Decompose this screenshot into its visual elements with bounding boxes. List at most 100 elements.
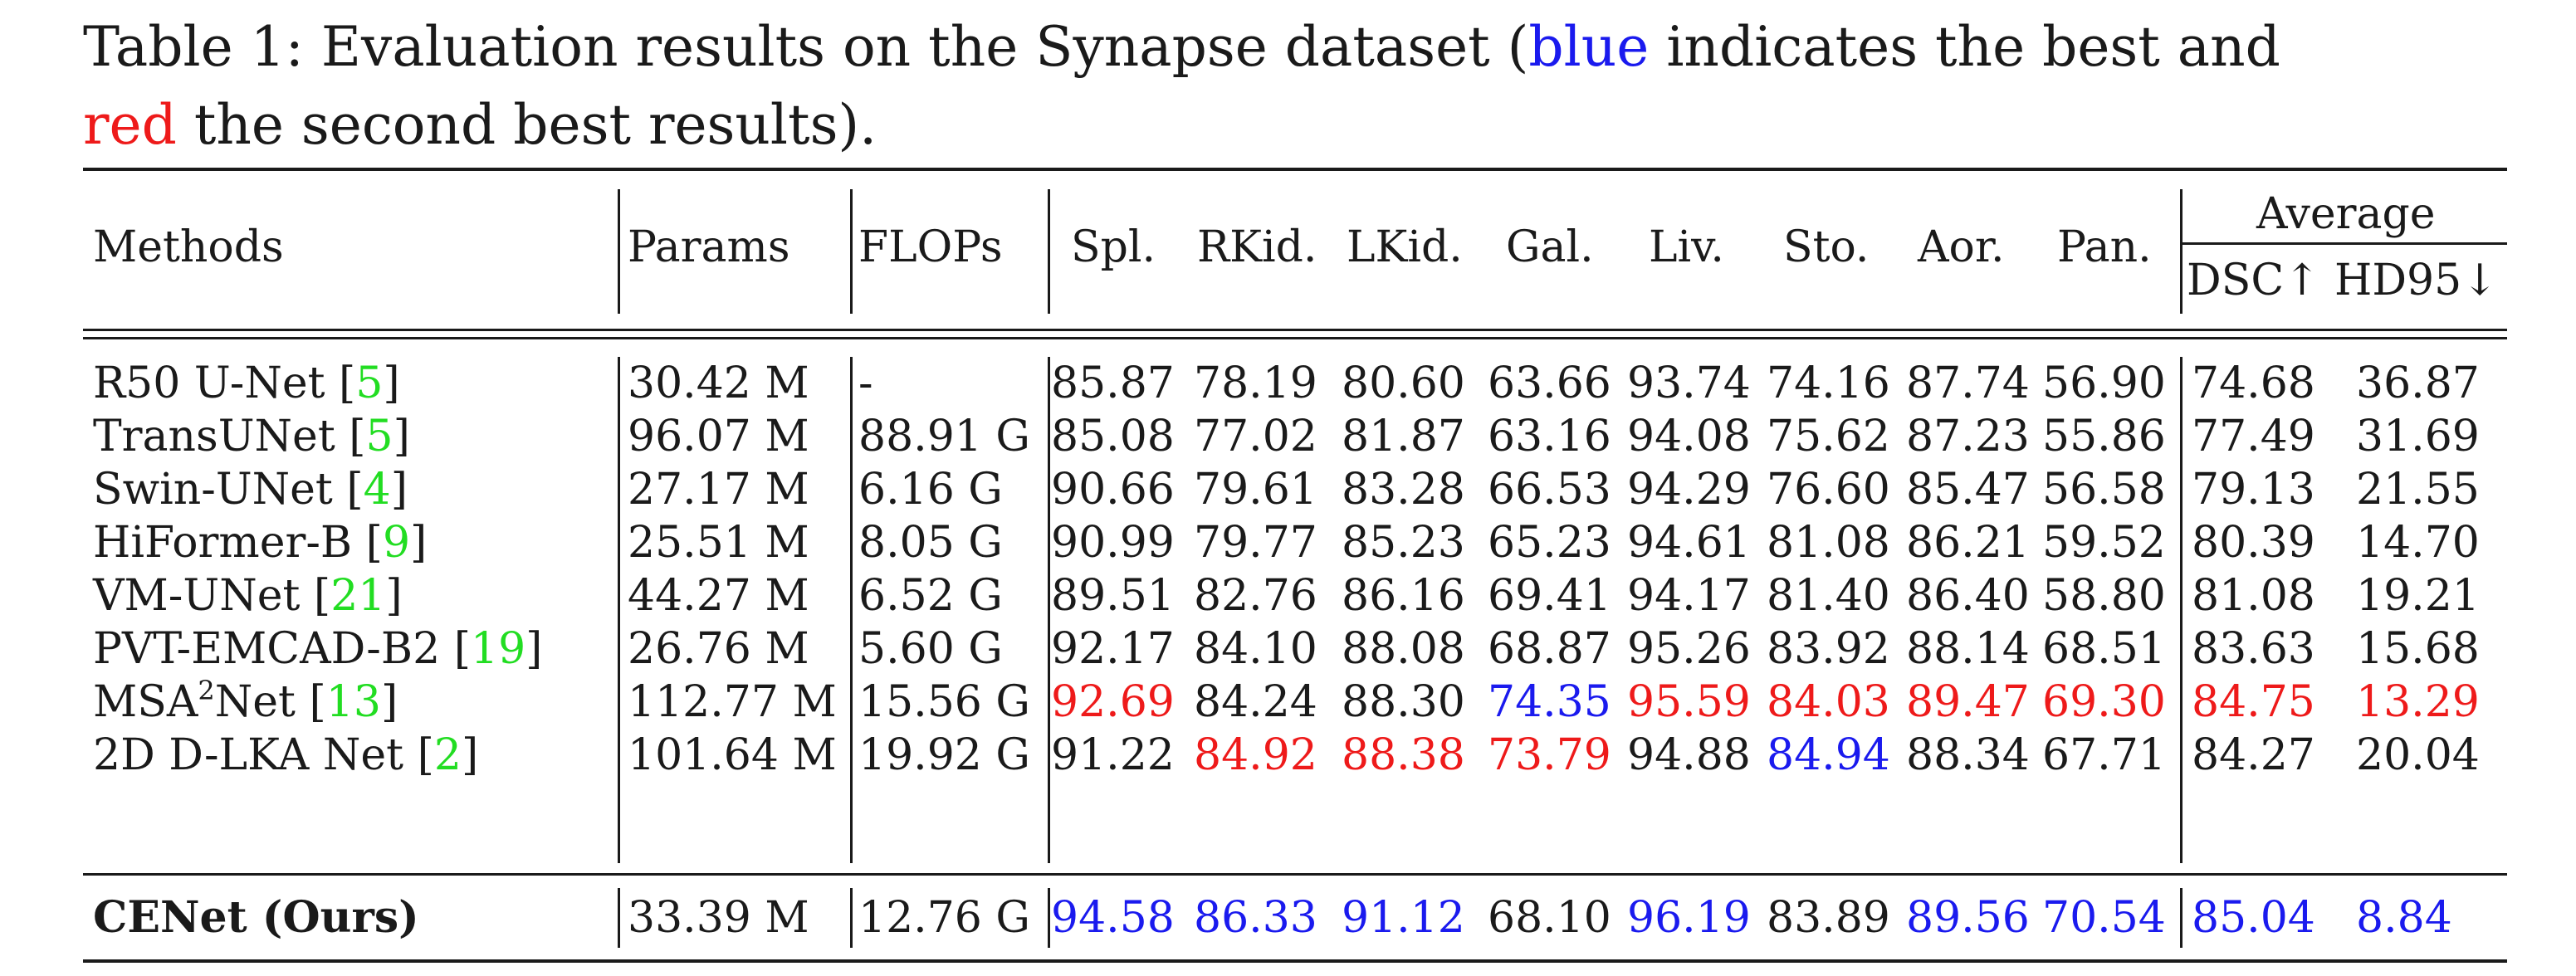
metric-value: 79.77 xyxy=(1194,518,1317,568)
divider-params-body xyxy=(850,357,853,863)
cite-bracket-close: ] xyxy=(393,412,410,461)
cite-bracket-open: [ xyxy=(352,518,383,568)
flops-value: 6.16 G xyxy=(858,465,1003,515)
metric-value: 81.40 xyxy=(1767,571,1890,621)
citation-link[interactable]: 5 xyxy=(365,412,393,461)
metric-value: 83.28 xyxy=(1342,465,1465,515)
metric-value: 21.55 xyxy=(2356,465,2480,515)
cite-bracket-close: ] xyxy=(461,730,479,780)
metric-value: 85.47 xyxy=(1906,465,2030,515)
header-double-rule-1 xyxy=(83,329,2507,331)
metric-value: 83.92 xyxy=(1767,624,1890,674)
metric-value: 56.58 xyxy=(2042,465,2166,515)
header-rkid: RKid. xyxy=(1197,222,1317,272)
cite-bracket-close: ] xyxy=(390,465,408,515)
metric-value: 81.08 xyxy=(2192,571,2315,621)
ours-metric-value: 8.84 xyxy=(2356,893,2452,943)
flops-value: 6.52 G xyxy=(858,571,1003,621)
header-params: Params xyxy=(628,222,790,272)
citation-link[interactable]: 4 xyxy=(363,465,391,515)
metric-value: 88.14 xyxy=(1906,624,2030,674)
header-double-rule-2 xyxy=(83,337,2507,339)
metric-value: 92.69 xyxy=(1051,677,1175,727)
metric-value: 78.19 xyxy=(1194,359,1317,408)
method-name: R50 U-Net [5] xyxy=(93,359,400,408)
method-name-text: VM-UNet xyxy=(93,571,301,621)
metric-value: 19.21 xyxy=(2356,571,2480,621)
ours-metric-value: 86.33 xyxy=(1194,893,1317,943)
metric-value: 68.87 xyxy=(1488,624,1611,674)
metric-value: 84.10 xyxy=(1194,624,1317,674)
divider-params xyxy=(850,189,853,314)
metric-value: 92.17 xyxy=(1051,624,1175,674)
params-value: 30.42 M xyxy=(628,359,809,408)
cite-bracket-open: [ xyxy=(440,624,471,674)
method-name: HiFormer-B [9] xyxy=(93,518,427,568)
metric-value: 59.52 xyxy=(2042,518,2166,568)
top-rule xyxy=(83,168,2507,171)
citation-link[interactable]: 5 xyxy=(355,359,384,408)
citation-link[interactable]: 9 xyxy=(382,518,411,568)
method-name: TransUNet [5] xyxy=(93,412,410,461)
metric-value: 74.16 xyxy=(1767,359,1890,408)
metric-value: 94.29 xyxy=(1627,465,1751,515)
metric-value: 80.39 xyxy=(2192,518,2315,568)
citation-link[interactable]: 2 xyxy=(433,730,462,780)
metric-value: 79.13 xyxy=(2192,465,2315,515)
header-hd95: HD95↓ xyxy=(2334,256,2498,305)
ours-params-value: 33.39 M xyxy=(628,893,809,943)
metric-value: 85.87 xyxy=(1051,359,1175,408)
method-name: MSA2Net [13] xyxy=(93,677,398,727)
divider-average xyxy=(2180,189,2183,314)
params-value: 26.76 M xyxy=(628,624,809,674)
citation-link[interactable]: 19 xyxy=(471,624,526,674)
metric-value: 88.34 xyxy=(1906,730,2030,780)
metric-value: 73.79 xyxy=(1488,730,1611,780)
ours-metric-value: 83.89 xyxy=(1767,893,1890,943)
metric-value: 84.24 xyxy=(1194,677,1317,727)
params-value: 44.27 M xyxy=(628,571,809,621)
ours-flops-value: 12.76 G xyxy=(858,893,1030,943)
divider-flops xyxy=(1048,189,1050,314)
flops-value: 8.05 G xyxy=(858,518,1003,568)
citation-link[interactable]: 13 xyxy=(325,677,381,727)
metric-value: 31.69 xyxy=(2356,412,2480,461)
metric-value: 86.21 xyxy=(1906,518,2030,568)
caption-text-2: indicates the best and xyxy=(1649,15,2280,79)
citation-link[interactable]: 21 xyxy=(330,571,386,621)
metric-value: 84.03 xyxy=(1767,677,1890,727)
divider-average-ours xyxy=(2180,888,2183,948)
metric-value: 15.68 xyxy=(2356,624,2480,674)
metric-value: 20.04 xyxy=(2356,730,2480,780)
header-aor: Aor. xyxy=(1918,222,2005,272)
header-lkid: LKid. xyxy=(1347,222,1463,272)
header-gal: Gal. xyxy=(1506,222,1594,272)
cite-bracket-close: ] xyxy=(380,677,398,727)
metric-value: 81.08 xyxy=(1767,518,1890,568)
metric-value: 94.88 xyxy=(1627,730,1751,780)
metric-value: 84.94 xyxy=(1767,730,1890,780)
caption-text-1: Table 1: Evaluation results on the Synap… xyxy=(83,15,1529,79)
metric-value: 67.71 xyxy=(2042,730,2166,780)
ours-metric-value: 89.56 xyxy=(1906,893,2030,943)
method-name-text: R50 U-Net xyxy=(93,359,325,408)
header-spl: Spl. xyxy=(1071,222,1156,272)
divider-methods-body xyxy=(618,357,620,863)
metric-value: 77.02 xyxy=(1194,412,1317,461)
params-value: 25.51 M xyxy=(628,518,809,568)
params-value: 101.64 M xyxy=(628,730,837,780)
method-name-text: Swin-UNet xyxy=(93,465,333,515)
header-pan: Pan. xyxy=(2057,222,2152,272)
metric-value: 84.27 xyxy=(2192,730,2315,780)
metric-value: 85.08 xyxy=(1051,412,1175,461)
metric-value: 56.90 xyxy=(2042,359,2166,408)
cite-bracket-close: ] xyxy=(383,359,400,408)
ours-metric-value: 68.10 xyxy=(1488,893,1611,943)
caption-red-word: red xyxy=(83,93,177,157)
cite-bracket-close: ] xyxy=(410,518,428,568)
divider-methods xyxy=(618,189,620,314)
metric-value: 36.87 xyxy=(2356,359,2480,408)
method-name: 2D D-LKA Net [2] xyxy=(93,730,478,780)
metric-value: 95.59 xyxy=(1627,677,1751,727)
metric-value: 89.47 xyxy=(1906,677,2030,727)
